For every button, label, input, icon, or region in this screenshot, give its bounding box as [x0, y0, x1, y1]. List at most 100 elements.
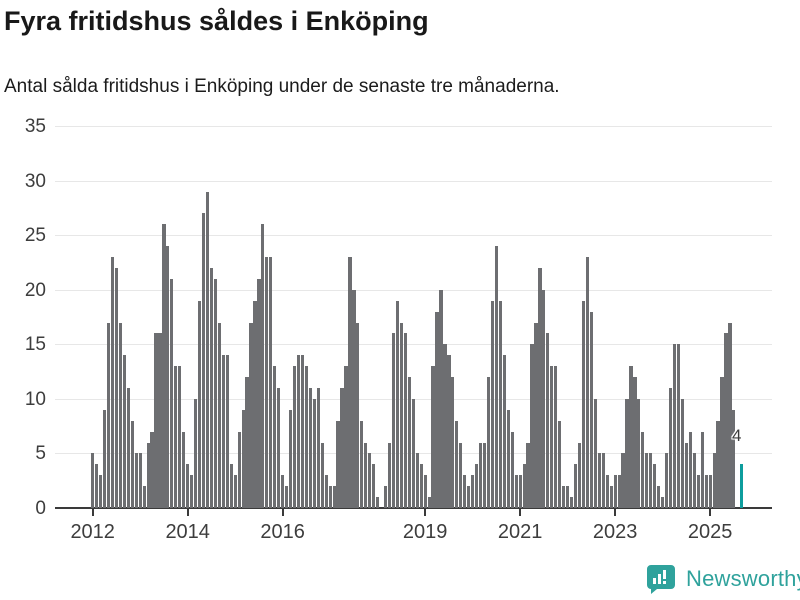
gridline	[55, 180, 772, 182]
bar	[459, 442, 463, 508]
bar	[285, 486, 289, 508]
bar	[178, 366, 182, 508]
bar	[522, 464, 526, 508]
bar	[134, 453, 138, 508]
x-axis-tick	[186, 509, 189, 516]
bar	[482, 442, 487, 508]
bar	[383, 486, 388, 508]
bar	[423, 475, 427, 508]
x-axis-tick-label: 2025	[687, 521, 733, 543]
bar	[138, 453, 142, 508]
bar	[399, 322, 403, 508]
bar	[538, 267, 542, 508]
x-axis-tick-label: 2019	[402, 521, 448, 543]
bar	[692, 453, 696, 508]
newsworthy-logo-text: Newsworthy	[686, 566, 800, 591]
bar	[502, 355, 506, 508]
bar	[356, 322, 360, 508]
bar	[534, 322, 538, 508]
bar	[641, 431, 645, 508]
bar	[142, 486, 146, 508]
bar	[597, 453, 601, 508]
y-axis-tick-label: 25	[24, 225, 46, 247]
bar	[439, 289, 443, 508]
bar	[510, 431, 514, 508]
newsworthy-logo-icon	[647, 565, 675, 594]
bar	[447, 355, 451, 508]
bar	[126, 387, 130, 508]
bar	[391, 333, 396, 508]
bar	[486, 377, 491, 508]
bar	[205, 191, 210, 508]
bar	[657, 486, 661, 508]
bar	[613, 475, 617, 508]
bar	[150, 431, 154, 508]
highlighted-bar	[740, 464, 744, 508]
bar	[249, 322, 253, 508]
bar	[415, 453, 419, 508]
gridline	[55, 235, 772, 237]
bar	[106, 322, 111, 508]
bar	[617, 475, 621, 508]
bar	[364, 442, 368, 508]
bar	[95, 464, 99, 508]
gridline	[55, 289, 772, 291]
bar	[182, 431, 186, 508]
x-axis-tick	[281, 509, 284, 516]
bar	[514, 475, 518, 508]
bar	[186, 464, 190, 508]
chart-title: Fyra fritidshus såldes i Enköping	[4, 6, 429, 36]
bar	[277, 387, 281, 508]
bar	[419, 464, 423, 508]
x-axis-tick-label: 2023	[592, 521, 638, 543]
bar	[577, 442, 582, 508]
bar	[122, 355, 126, 508]
bar	[443, 344, 447, 508]
bar	[194, 398, 198, 508]
bar	[475, 464, 479, 508]
bar	[684, 442, 688, 508]
bar	[328, 486, 332, 508]
bar	[245, 377, 249, 508]
bar	[558, 420, 562, 508]
bar	[209, 267, 214, 508]
bar	[573, 464, 578, 508]
bar	[649, 453, 653, 508]
x-axis-tick-label: 2012	[70, 521, 115, 543]
bar	[566, 486, 570, 508]
bar	[728, 322, 732, 508]
bar	[368, 453, 372, 508]
bar	[320, 442, 324, 508]
bar	[633, 377, 637, 508]
bar	[668, 387, 673, 508]
bar	[273, 366, 277, 508]
x-axis-tick-label: 2014	[165, 521, 210, 543]
bar	[213, 278, 217, 508]
bar	[490, 300, 495, 508]
y-axis-tick-label: 35	[24, 116, 46, 138]
bar	[253, 300, 257, 508]
bar	[498, 300, 502, 508]
bar	[292, 366, 297, 508]
bar	[653, 464, 657, 508]
bar	[720, 377, 724, 508]
bar	[154, 333, 158, 508]
bar	[336, 420, 340, 508]
bar	[680, 398, 685, 508]
bar	[170, 278, 174, 508]
bar	[158, 333, 162, 508]
bar	[732, 409, 736, 508]
bar	[201, 213, 206, 508]
bar	[387, 442, 392, 508]
bar	[289, 409, 293, 508]
bar	[411, 398, 415, 508]
bar	[324, 475, 328, 508]
bar	[261, 224, 265, 508]
gridline	[55, 344, 772, 346]
bar	[360, 420, 364, 508]
bar	[296, 355, 301, 508]
chart-subtitle: Antal sålda fritidshus i Enköping under …	[4, 76, 560, 97]
bar	[605, 475, 609, 508]
bar	[554, 366, 558, 508]
